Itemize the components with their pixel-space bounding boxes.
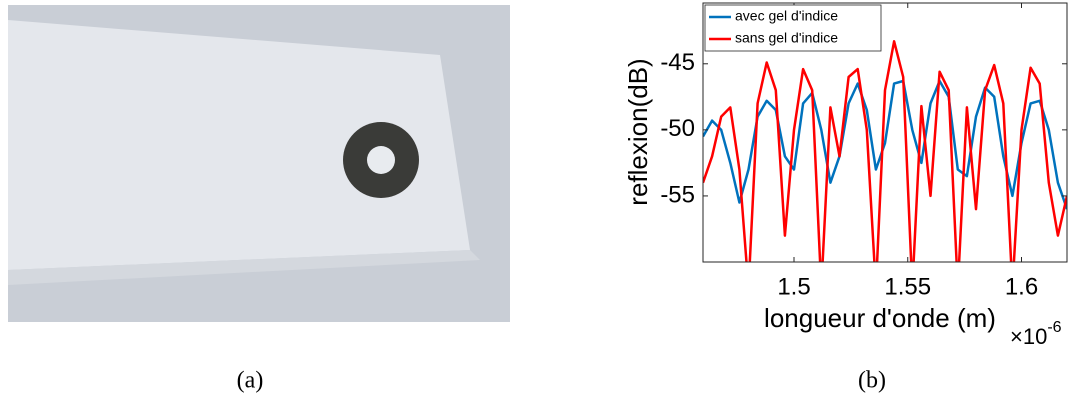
- y-tick-label: -55: [660, 181, 695, 208]
- caption: (a): [237, 368, 264, 394]
- legend-box: [704, 4, 882, 52]
- x-multiplier-exponent: -6: [1047, 319, 1061, 336]
- series-line: [703, 40, 1067, 262]
- caption: (b): [858, 368, 886, 394]
- photo: [8, 5, 510, 322]
- plot-frame: [702, 2, 1068, 263]
- x-axis-label: longueur d'onde (m): [764, 303, 996, 333]
- x-tick-label: 1.5: [777, 273, 810, 300]
- x-multiplier-base: ×10: [1010, 324, 1047, 349]
- y-tick-label: -45: [660, 49, 695, 76]
- legend-label: avec gel d'indice: [735, 8, 838, 24]
- y-axis-label: reflexion(dB): [623, 58, 653, 205]
- plot-lines: [703, 40, 1067, 262]
- legend-label: sans gel d'indice: [735, 30, 838, 46]
- x-tick-label: 1.55: [884, 273, 931, 300]
- photo-strip-edge: [8, 250, 480, 285]
- photo-strip: [8, 20, 470, 270]
- photo-hole: [367, 146, 395, 174]
- x-tick-label: 1.6: [1005, 273, 1038, 300]
- y-tick-label: -50: [660, 115, 695, 142]
- x-multiplier: ×10-6: [1010, 319, 1062, 349]
